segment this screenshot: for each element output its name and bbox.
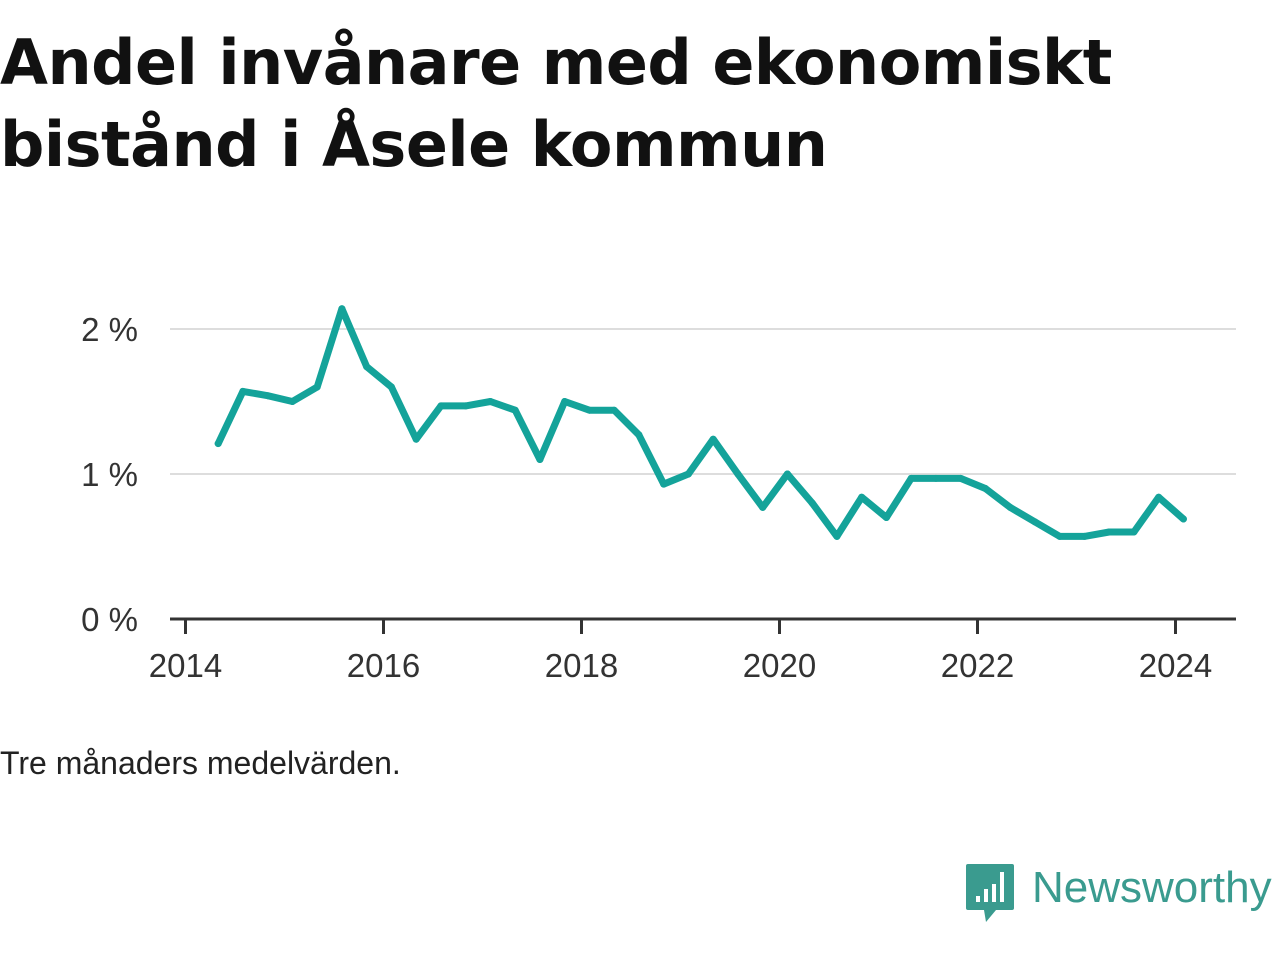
data-point bbox=[288, 398, 296, 405]
data-point bbox=[932, 474, 940, 482]
data-point bbox=[684, 470, 692, 478]
brand: Newsworthy bbox=[964, 862, 1272, 926]
data-point bbox=[1080, 532, 1088, 540]
data-point bbox=[734, 470, 742, 478]
data-point bbox=[1179, 515, 1187, 523]
data-point bbox=[486, 398, 494, 405]
data-point bbox=[214, 440, 222, 448]
data-points bbox=[214, 305, 1187, 540]
x-tick-label: 2022 bbox=[941, 647, 1014, 684]
data-point bbox=[1105, 528, 1113, 536]
data-point bbox=[1006, 503, 1014, 511]
data-point bbox=[1056, 532, 1064, 540]
data-point bbox=[338, 305, 346, 313]
data-point bbox=[313, 383, 321, 391]
data-point bbox=[412, 435, 420, 443]
data-point bbox=[882, 514, 890, 521]
data-point bbox=[833, 532, 841, 540]
data-point bbox=[437, 402, 445, 410]
data-point bbox=[1155, 493, 1163, 501]
data-point bbox=[783, 470, 791, 478]
data-point bbox=[1031, 518, 1039, 526]
x-tick-label: 2016 bbox=[347, 647, 420, 684]
data-point bbox=[561, 398, 569, 405]
data-point bbox=[536, 456, 544, 463]
data-point bbox=[511, 406, 519, 414]
x-tick-label: 2020 bbox=[743, 647, 816, 684]
brand-name: Newsworthy bbox=[1032, 863, 1272, 912]
x-tick-label: 2014 bbox=[149, 647, 222, 684]
series-line bbox=[214, 305, 1187, 540]
data-point bbox=[858, 493, 866, 501]
x-tick-label: 2018 bbox=[545, 647, 618, 684]
x-axis-ticks: 2014 2016 2018 2020 2022 2024 bbox=[149, 619, 1212, 684]
data-point bbox=[264, 392, 272, 400]
data-point bbox=[907, 474, 915, 482]
data-point bbox=[981, 485, 989, 492]
data-point bbox=[239, 387, 247, 395]
x-tick-label: 2024 bbox=[1139, 647, 1212, 684]
chart-note: Tre månaders medelvärden. bbox=[0, 745, 401, 781]
data-point bbox=[808, 499, 816, 507]
y-axis-ticks: 0 % 1 % 2 % bbox=[81, 311, 138, 638]
data-point bbox=[1130, 528, 1138, 536]
y-tick-label: 1 % bbox=[81, 456, 138, 493]
data-point bbox=[709, 435, 717, 443]
y-tick-label: 0 % bbox=[81, 601, 138, 638]
data-point bbox=[462, 402, 470, 410]
data-point bbox=[387, 383, 395, 391]
chart-title: Andel invånare med ekonomiskt bistånd i … bbox=[0, 26, 1112, 181]
data-point bbox=[759, 503, 767, 511]
data-point bbox=[363, 363, 371, 371]
data-point bbox=[585, 406, 593, 414]
y-tick-label: 2 % bbox=[81, 311, 138, 348]
data-point bbox=[610, 406, 618, 414]
data-point bbox=[660, 480, 668, 488]
newsworthy-logo-icon bbox=[966, 864, 1014, 922]
data-point bbox=[957, 474, 965, 482]
data-point bbox=[635, 431, 643, 439]
